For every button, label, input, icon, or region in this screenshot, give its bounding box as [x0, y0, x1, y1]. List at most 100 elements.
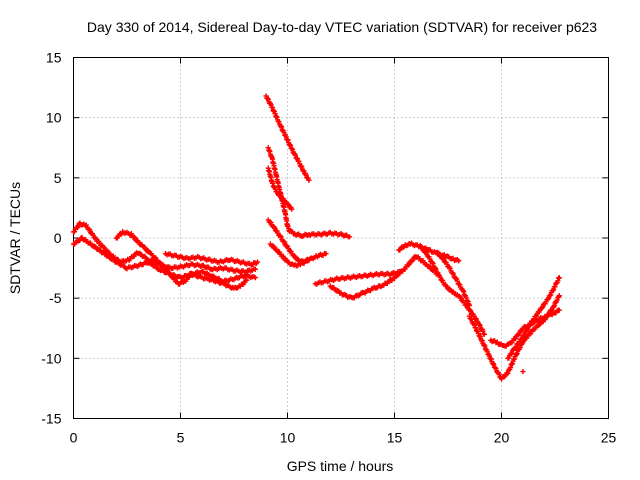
data-point — [424, 250, 430, 256]
series-arc-17 — [488, 307, 562, 349]
series-arc-14 — [417, 243, 487, 337]
trace-marker — [457, 295, 464, 301]
trace-marker — [74, 225, 80, 231]
data-point — [481, 331, 487, 337]
data-point — [441, 256, 447, 262]
data-point — [520, 368, 526, 375]
trace-marker — [513, 351, 520, 358]
axis-ticks: 0 5 10 15 20 25 -15 -10 -5 0 5 10 15 — [41, 50, 616, 446]
trace-marker — [521, 333, 527, 339]
trace-marker — [551, 303, 557, 309]
series-arc-10 — [267, 241, 329, 269]
data-point — [466, 302, 472, 308]
data-point — [346, 234, 353, 240]
data-point — [289, 206, 295, 212]
trace-marker — [519, 336, 525, 342]
series-arc-11 — [312, 268, 404, 287]
data-marks — [70, 93, 562, 382]
data-point — [511, 356, 517, 362]
x-tick-label: 0 — [70, 430, 78, 446]
data-point — [252, 266, 258, 272]
x-tick-label: 10 — [280, 430, 296, 446]
trace-marker — [549, 307, 555, 313]
trace-marker — [454, 278, 460, 284]
data-point — [556, 293, 562, 299]
trace-marker — [514, 350, 520, 357]
trace-marker — [289, 146, 296, 153]
trace-marker — [477, 322, 483, 329]
y-tick-label: 0 — [54, 230, 62, 246]
trace-marker — [303, 172, 309, 178]
data-point — [254, 259, 261, 265]
x-tick-label: 20 — [494, 430, 510, 446]
trace-marker — [405, 262, 411, 268]
data-point — [556, 275, 562, 281]
trace-marker — [554, 297, 560, 303]
y-tick-label: -10 — [41, 350, 61, 366]
trace-marker — [268, 220, 274, 226]
grid — [73, 57, 609, 419]
data-point — [269, 180, 276, 186]
trace-marker — [539, 304, 546, 310]
trace-marker — [516, 331, 522, 337]
series-arc-8 — [265, 165, 295, 212]
data-point — [252, 275, 258, 281]
trace-marker — [131, 234, 137, 240]
data-point — [447, 265, 453, 272]
y-axis-label: SDTVAR / TECUs — [7, 182, 23, 294]
data-point — [552, 284, 558, 290]
trace-marker — [517, 344, 523, 351]
trace-marker — [468, 316, 474, 322]
data-point — [430, 260, 436, 267]
trace-marker — [281, 239, 287, 245]
trace-marker — [508, 351, 514, 357]
trace-marker — [276, 192, 283, 198]
series-arc-13 — [396, 240, 462, 264]
plot-frame — [73, 57, 609, 419]
trace-marker — [75, 224, 81, 230]
trace-marker — [550, 286, 557, 293]
y-tick-label: -15 — [41, 411, 61, 427]
chart-title: Day 330 of 2014, Sidereal Day-to-day VTE… — [87, 19, 597, 35]
series-arc-7 — [265, 145, 353, 240]
trace-marker — [521, 332, 528, 338]
trace-marker — [167, 271, 173, 277]
x-tick-label: 25 — [601, 430, 617, 446]
trace-marker — [518, 336, 524, 343]
series-arc-5 — [162, 251, 261, 268]
data-point — [306, 177, 312, 183]
data-point — [289, 145, 295, 152]
trace-marker — [268, 102, 274, 108]
y-tick-label: 5 — [54, 170, 62, 186]
trace-marker — [493, 365, 499, 372]
trace-marker — [450, 271, 456, 277]
data-point — [244, 277, 250, 283]
y-tick-label: -5 — [49, 290, 62, 306]
data-point — [323, 251, 329, 257]
trace-marker — [555, 278, 561, 284]
trace-marker — [548, 292, 554, 298]
trace-marker — [509, 350, 515, 356]
x-tick-label: 5 — [177, 430, 185, 446]
trace-marker — [264, 95, 271, 102]
trace-marker — [298, 163, 304, 169]
trace-marker — [265, 96, 271, 102]
series-outlier — [520, 368, 526, 375]
trace-marker — [533, 313, 540, 319]
trace-marker — [471, 322, 477, 328]
series-arc-6 — [263, 93, 312, 183]
trace-marker — [496, 371, 502, 377]
data-point — [456, 258, 462, 264]
trace-marker — [292, 152, 298, 158]
trace-marker — [433, 266, 439, 272]
trace-marker — [457, 282, 463, 288]
trace-marker — [468, 316, 475, 322]
data-point — [556, 307, 562, 313]
data-point — [272, 225, 278, 231]
y-tick-label: 15 — [46, 50, 62, 66]
trace-marker — [299, 164, 305, 170]
trace-marker — [87, 227, 93, 233]
series-arc-16 — [466, 293, 562, 382]
trace-marker — [524, 326, 531, 332]
